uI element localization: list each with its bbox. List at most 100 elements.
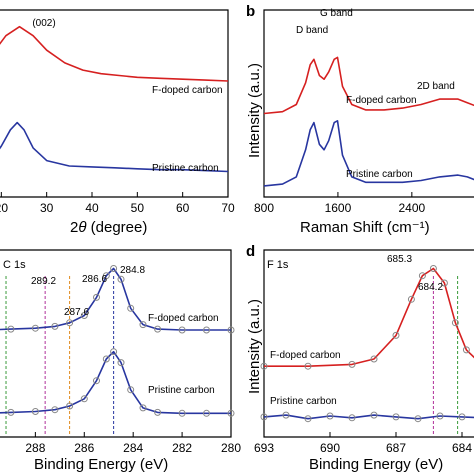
data-point-d-0-0 (260, 362, 268, 370)
x-tick-label-a: 70 (221, 201, 235, 215)
x-tick-label-a: 30 (40, 201, 54, 215)
data-point-c-1-8 (102, 355, 110, 363)
data-point-c-1-6 (80, 395, 88, 403)
data-point-d-0-7 (429, 265, 437, 272)
data-point-c-1-16 (227, 409, 235, 417)
series-label-pristine: Pristine carbon (152, 163, 219, 174)
data-point-c-0-2 (7, 325, 15, 333)
series-label-fdoped-d: F-doped carbon (270, 350, 341, 361)
x-axis-label-b: Raman Shift (cm⁻¹) (300, 219, 430, 236)
panel-a: 20 30 40 50 60 70 (002) F-doped carbon Pristi… (0, 9, 235, 236)
x-tick-label-c: 280 (221, 441, 241, 455)
series-line-d-0 (264, 267, 474, 368)
data-point-d-1-6 (392, 413, 400, 421)
x-tick-label-a: 50 (131, 201, 145, 215)
data-point-c-0-5 (66, 319, 74, 327)
x-tick-label-b: 800 (254, 201, 274, 215)
series-line-a-1 (0, 121, 229, 173)
series-line-a-0 (0, 25, 229, 82)
x-tick-label-a: 20 (0, 201, 8, 215)
x-tick-label-d: 687 (386, 441, 406, 455)
x-tick-label-d: 690 (320, 441, 340, 455)
x-tick-label-c: 288 (25, 441, 45, 455)
data-point-c-0-9 (110, 265, 118, 272)
panel-label-c: C 1s (3, 259, 26, 271)
panel-d: d F 1s 693 690 687 684 685.3 684.2 F-doped … (246, 243, 474, 473)
annotation-d-band: D band (296, 25, 328, 36)
data-point-c-1-3 (31, 408, 39, 415)
data-point-c-0-4 (51, 322, 59, 330)
data-point-c-1-9 (110, 348, 118, 356)
annotation-002: (002) (32, 18, 55, 29)
x-tick-label-d: 693 (254, 441, 274, 455)
data-point-c-0-6 (80, 312, 88, 319)
data-point-d-1-7 (414, 415, 422, 423)
data-point-c-1-14 (178, 409, 186, 417)
series-line-b-1 (263, 120, 474, 187)
data-point-d-1-4 (348, 414, 356, 422)
data-point-c-0-14 (178, 326, 186, 334)
y-axis-label-b: Intensity (a.u.) (246, 63, 263, 158)
data-point-c-1-12 (139, 404, 147, 412)
data-point-c-1-2 (7, 408, 15, 416)
x-axis-label-a: 2θ (degree) (70, 219, 147, 236)
x-tick-label-b: 2400 (398, 201, 425, 215)
series-line-b-0 (263, 56, 474, 115)
data-point-c-0-8 (102, 272, 110, 280)
data-point-c-0-10 (117, 275, 125, 283)
x-tick-label-c: 286 (74, 441, 94, 455)
data-point-d-0-3 (370, 355, 378, 363)
data-point-c-1-11 (127, 386, 135, 394)
data-point-c-0-12 (139, 321, 147, 329)
peak-label-284-8: 284.8 (120, 265, 145, 276)
data-point-d-0-9 (451, 319, 459, 327)
series-label-fdoped-c: F-doped carbon (148, 313, 219, 324)
data-point-d-1-3 (326, 412, 334, 420)
panel-c: C 1s 288 286 284 282 280 284.8 289.2 286.6 2… (0, 249, 241, 473)
data-point-c-0-16 (227, 326, 235, 334)
data-point-d-1-0 (260, 413, 268, 421)
series-line-c-0 (0, 267, 231, 331)
panel-label-d: d (246, 243, 255, 260)
data-point-c-0-3 (31, 324, 39, 332)
peak-label-684-2: 684.2 (418, 282, 443, 293)
data-point-c-1-13 (154, 408, 162, 416)
data-point-c-0-7 (93, 293, 100, 301)
panel-b: b 800 1600 2400 D band G band 2D band F-do… (246, 3, 474, 236)
data-point-d-0-1 (304, 362, 312, 370)
series-label-fdoped: F-doped carbon (152, 85, 223, 96)
data-point-d-0-8 (440, 279, 448, 287)
series-label-pristine-b: Pristine carbon (346, 169, 413, 180)
peak-label-287-6: 287.6 (64, 307, 89, 318)
data-point-c-0-13 (154, 325, 162, 333)
series-line-c-1 (0, 350, 231, 415)
data-point-c-1-5 (66, 402, 74, 410)
data-point-d-0-10 (462, 346, 470, 354)
annotation-g-band: G band (320, 8, 353, 19)
data-point-c-0-11 (127, 304, 135, 312)
data-point-d-0-6 (418, 272, 426, 280)
data-point-d-1-9 (458, 413, 466, 421)
data-point-d-0-4 (392, 331, 400, 339)
data-point-d-1-5 (370, 411, 378, 419)
x-axis-label-c: Binding Energy (eV) (34, 456, 168, 473)
data-point-c-1-4 (51, 406, 59, 414)
data-point-d-0-2 (348, 360, 356, 368)
peak-label-685-3: 685.3 (387, 254, 412, 265)
annotation-2d-band: 2D band (417, 81, 455, 92)
x-tick-label-a: 60 (176, 201, 190, 215)
panel-sublabel-d: F 1s (267, 259, 289, 271)
data-point-c-0-15 (203, 326, 210, 334)
x-axis-label-d: Binding Energy (eV) (309, 456, 443, 473)
y-axis-label-d: Intensity (a.u.) (246, 299, 263, 394)
x-tick-label-c: 284 (123, 441, 143, 455)
x-tick-label-d: 684 (452, 441, 472, 455)
data-point-d-1-1 (282, 411, 290, 419)
series-label-pristine-c: Pristine carbon (148, 385, 215, 396)
panel-label-b: b (246, 3, 255, 20)
data-point-c-1-7 (93, 377, 100, 385)
data-point-c-1-10 (117, 359, 125, 367)
data-point-d-1-2 (304, 415, 312, 423)
series-label-pristine-d: Pristine carbon (270, 396, 337, 407)
